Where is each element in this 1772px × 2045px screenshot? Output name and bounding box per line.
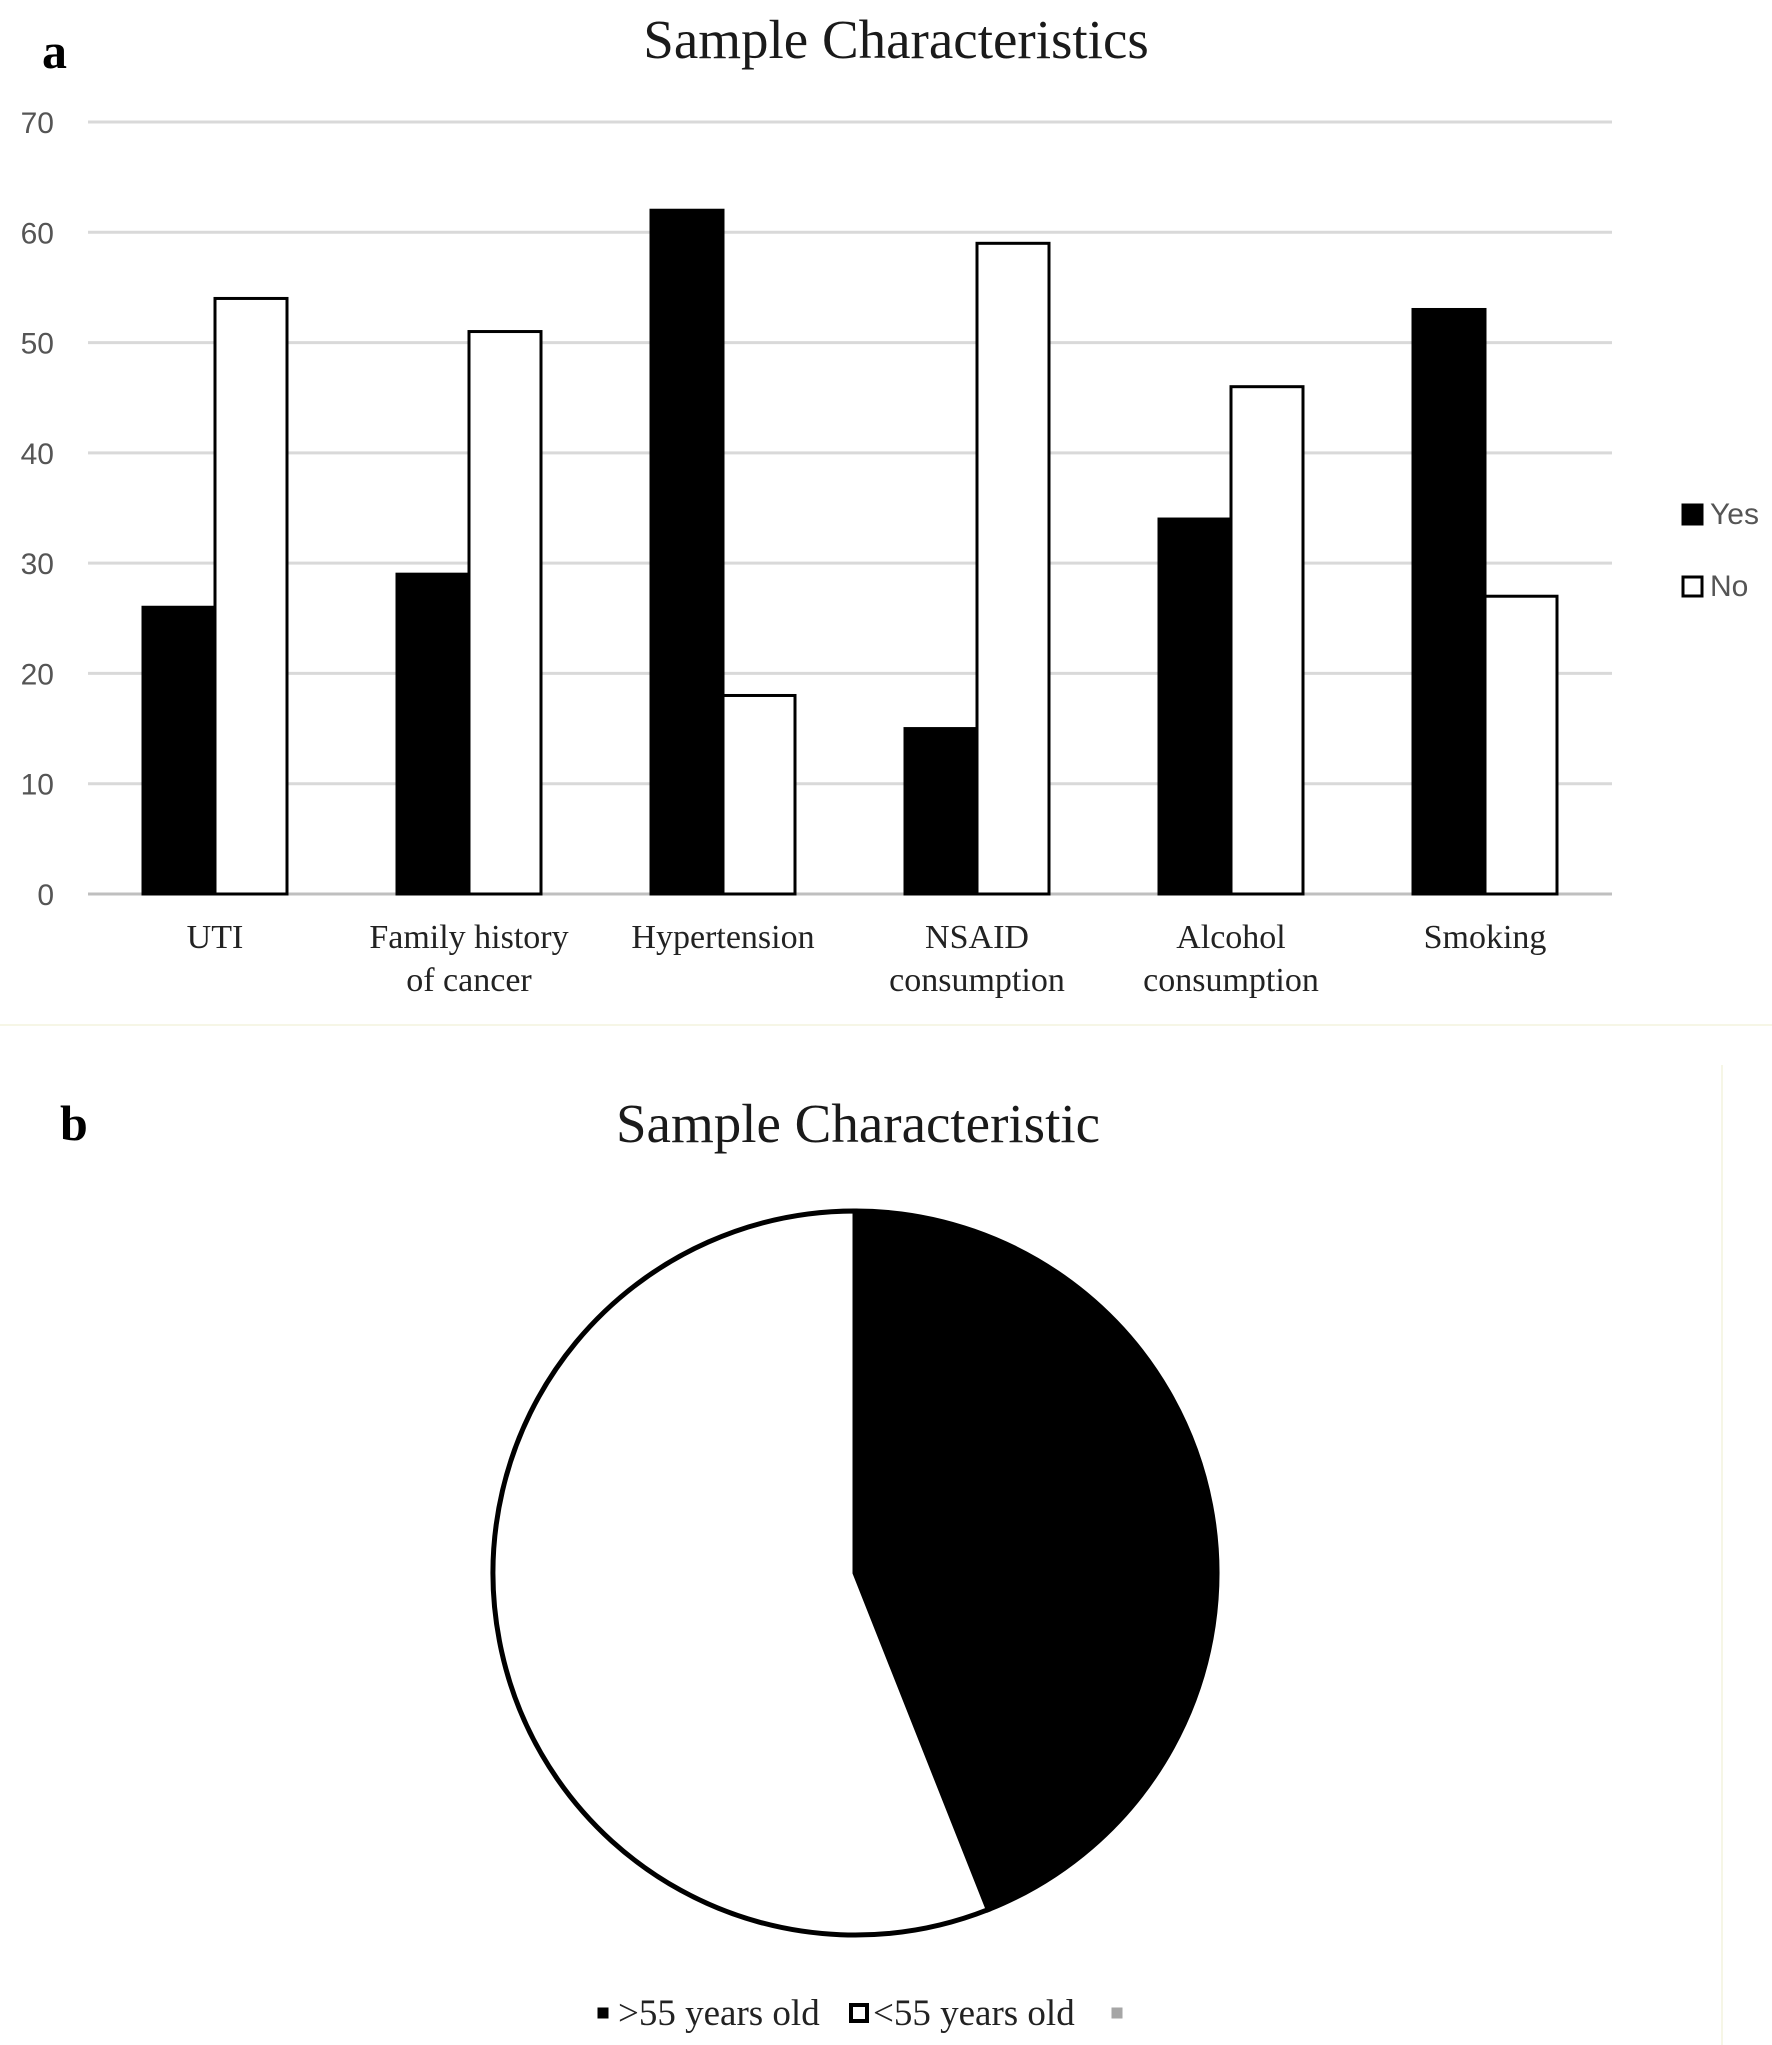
y-tick-label: 40 xyxy=(21,438,54,471)
legend-label-yes: Yes xyxy=(1710,498,1759,531)
bar-no xyxy=(467,330,543,896)
y-tick-label: 70 xyxy=(21,107,54,140)
pie-chart-title: Sample Characteristic xyxy=(616,1093,1100,1154)
bar-yes xyxy=(649,208,725,896)
pie-slice-under-55 xyxy=(490,1208,992,1938)
y-axis-ticks: 0 10 20 30 40 50 60 70 xyxy=(21,107,54,912)
bar-no xyxy=(1483,594,1559,896)
bar-yes xyxy=(1411,307,1487,896)
pie-legend-swatch-empty xyxy=(1111,2007,1123,2019)
x-tick-label: Alcohol consumption xyxy=(1143,919,1319,999)
x-tick-label: NSAID consumption xyxy=(889,919,1065,999)
pie-legend: >55 years old <55 years old xyxy=(597,1993,1123,2034)
x-tick-label: Family history of cancer xyxy=(369,919,568,999)
y-tick-label: 20 xyxy=(21,658,54,691)
bar-no xyxy=(975,241,1051,896)
x-tick-label: Hypertension xyxy=(631,919,814,956)
y-tick-label: 60 xyxy=(21,217,54,250)
bar-no xyxy=(721,693,797,896)
bar-no xyxy=(1229,385,1305,896)
pie-chart: b Sample Characteristic >55 years old <55… xyxy=(60,1093,1220,2034)
legend-swatch-yes xyxy=(1681,503,1704,526)
x-tick-label: Smoking xyxy=(1424,919,1547,956)
pie-slices xyxy=(490,1208,1220,1938)
panel-label-a: a xyxy=(42,23,67,79)
bar-yes xyxy=(1157,517,1233,896)
pie-legend-label-over-55: >55 years old xyxy=(618,1993,820,2034)
bar-yes xyxy=(141,605,217,896)
panel-label-b: b xyxy=(60,1095,88,1151)
gridlines xyxy=(88,120,1612,896)
legend-label-no: No xyxy=(1710,570,1748,603)
bar-chart: a Sample Characteristics 0 10 20 30 40 50 60 70… xyxy=(21,9,1759,999)
y-tick-label: 50 xyxy=(21,328,54,361)
pie-legend-swatch-over-55 xyxy=(597,2007,609,2019)
y-tick-label: 0 xyxy=(37,879,54,912)
legend-swatch-no xyxy=(1681,575,1704,598)
y-tick-label: 30 xyxy=(21,548,54,581)
bar-yes xyxy=(395,572,471,896)
pie-slice-over-55 xyxy=(852,1208,1220,1913)
bars xyxy=(141,208,1559,896)
bar-chart-title: Sample Characteristics xyxy=(643,9,1149,70)
pie-legend-label-under-55: <55 years old xyxy=(873,1993,1075,2034)
pie-legend-swatch-under-55 xyxy=(849,2003,869,2023)
bar-yes xyxy=(903,727,979,896)
x-axis-ticks: UTI Family history of cancer Hypertension NS… xyxy=(187,919,1547,999)
bar-legend: Yes No xyxy=(1681,498,1759,603)
x-tick-label: UTI xyxy=(187,919,244,956)
bar-no xyxy=(213,296,289,896)
y-tick-label: 10 xyxy=(21,769,54,802)
